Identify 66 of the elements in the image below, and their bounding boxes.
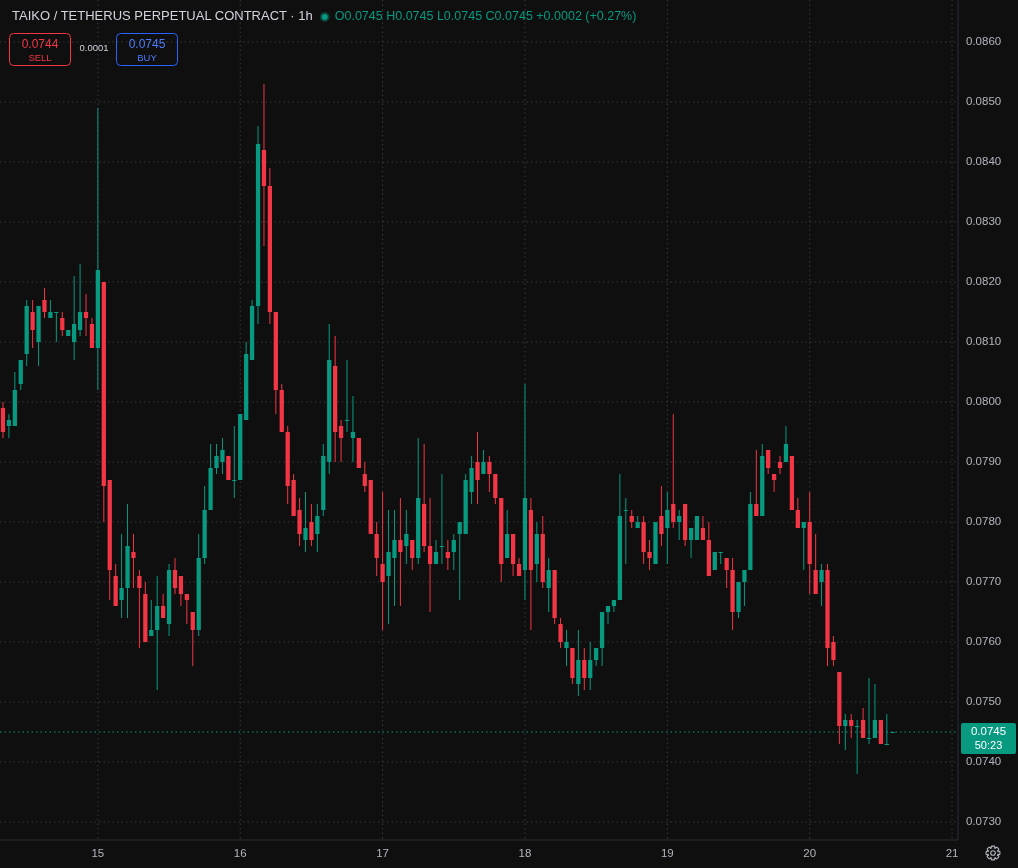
candlestick (736, 582, 741, 618)
candlestick (819, 564, 824, 606)
candlestick (208, 444, 213, 510)
candlestick (137, 570, 142, 648)
candlestick (623, 498, 628, 564)
candlestick (42, 288, 47, 318)
candlestick (653, 522, 658, 564)
text: TAIKO / TETHERUS PERPETUAL CONTRACT · 1h (12, 8, 313, 24)
candlestick (350, 396, 356, 462)
candlestick (558, 618, 563, 648)
candlestick (659, 486, 664, 546)
x-tick-label: 20 (803, 847, 817, 860)
annotation: 0.0744 (21, 37, 59, 52)
y-tick-label: 0.0810 (966, 335, 1002, 348)
x-tick-label: 16 (233, 847, 247, 860)
candlestick (748, 492, 753, 570)
candlestick (647, 540, 652, 570)
candlestick (119, 534, 124, 618)
annotation: 0.0001 (79, 41, 109, 53)
candlestick (309, 504, 314, 546)
candlestick (866, 678, 872, 744)
y-tick-label: 0.0750 (966, 695, 1002, 708)
text: 50:23 (974, 738, 1003, 751)
candlestick (125, 504, 130, 618)
annotation: O0.0745 H0.0745 L0.0745 C0.0745 +0.0002 (+0.27%) (334, 9, 637, 24)
annotation: 0.0745 (128, 37, 166, 52)
candlestick (398, 498, 403, 606)
y-tick-label: 0.0740 (966, 755, 1002, 768)
y-tick-label: 0.0860 (966, 35, 1002, 48)
x-tick-label: 18 (518, 847, 532, 860)
candlestick (232, 426, 237, 498)
candlestick (131, 534, 136, 588)
candlestick (481, 450, 486, 474)
candlestick (487, 456, 492, 492)
candlestick (552, 570, 557, 624)
candlestick (303, 492, 308, 552)
annotation: SELL (28, 51, 52, 63)
y-tick-label: 0.0840 (966, 155, 1002, 168)
candlestick (718, 552, 723, 564)
candlestick (730, 558, 735, 630)
candlestick (226, 456, 231, 480)
y-tick-label: 0.0850 (966, 95, 1002, 108)
candlestick (36, 306, 41, 366)
y-tick-label: 0.0770 (966, 575, 1002, 588)
x-tick-label: 19 (660, 847, 674, 860)
candlestick (380, 492, 385, 630)
x-tick-label: 17 (376, 847, 389, 860)
annotation: BUY (137, 51, 158, 63)
y-tick-label: 0.0820 (966, 275, 1002, 288)
y-tick-label: 0.0830 (966, 215, 1002, 228)
candlestick (30, 300, 35, 348)
y-tick-label: 0.0780 (966, 515, 1002, 528)
y-tick-label: 0.0760 (966, 635, 1002, 648)
ref-line-label: 0.0745 (970, 725, 1007, 738)
candlestick (475, 432, 480, 504)
candlestick (641, 516, 646, 564)
candlestick (742, 570, 747, 606)
candlestick (570, 648, 575, 684)
x-tick-label: 15 (91, 847, 105, 860)
y-tick-label: 0.0790 (966, 455, 1002, 468)
candlestick (439, 474, 445, 564)
candlestick (564, 630, 569, 666)
x-tick-label: 21 (945, 847, 959, 860)
y-tick-label: 0.0800 (966, 395, 1002, 408)
y-tick-label: 0.0730 (966, 815, 1002, 828)
candlestick (344, 360, 350, 432)
